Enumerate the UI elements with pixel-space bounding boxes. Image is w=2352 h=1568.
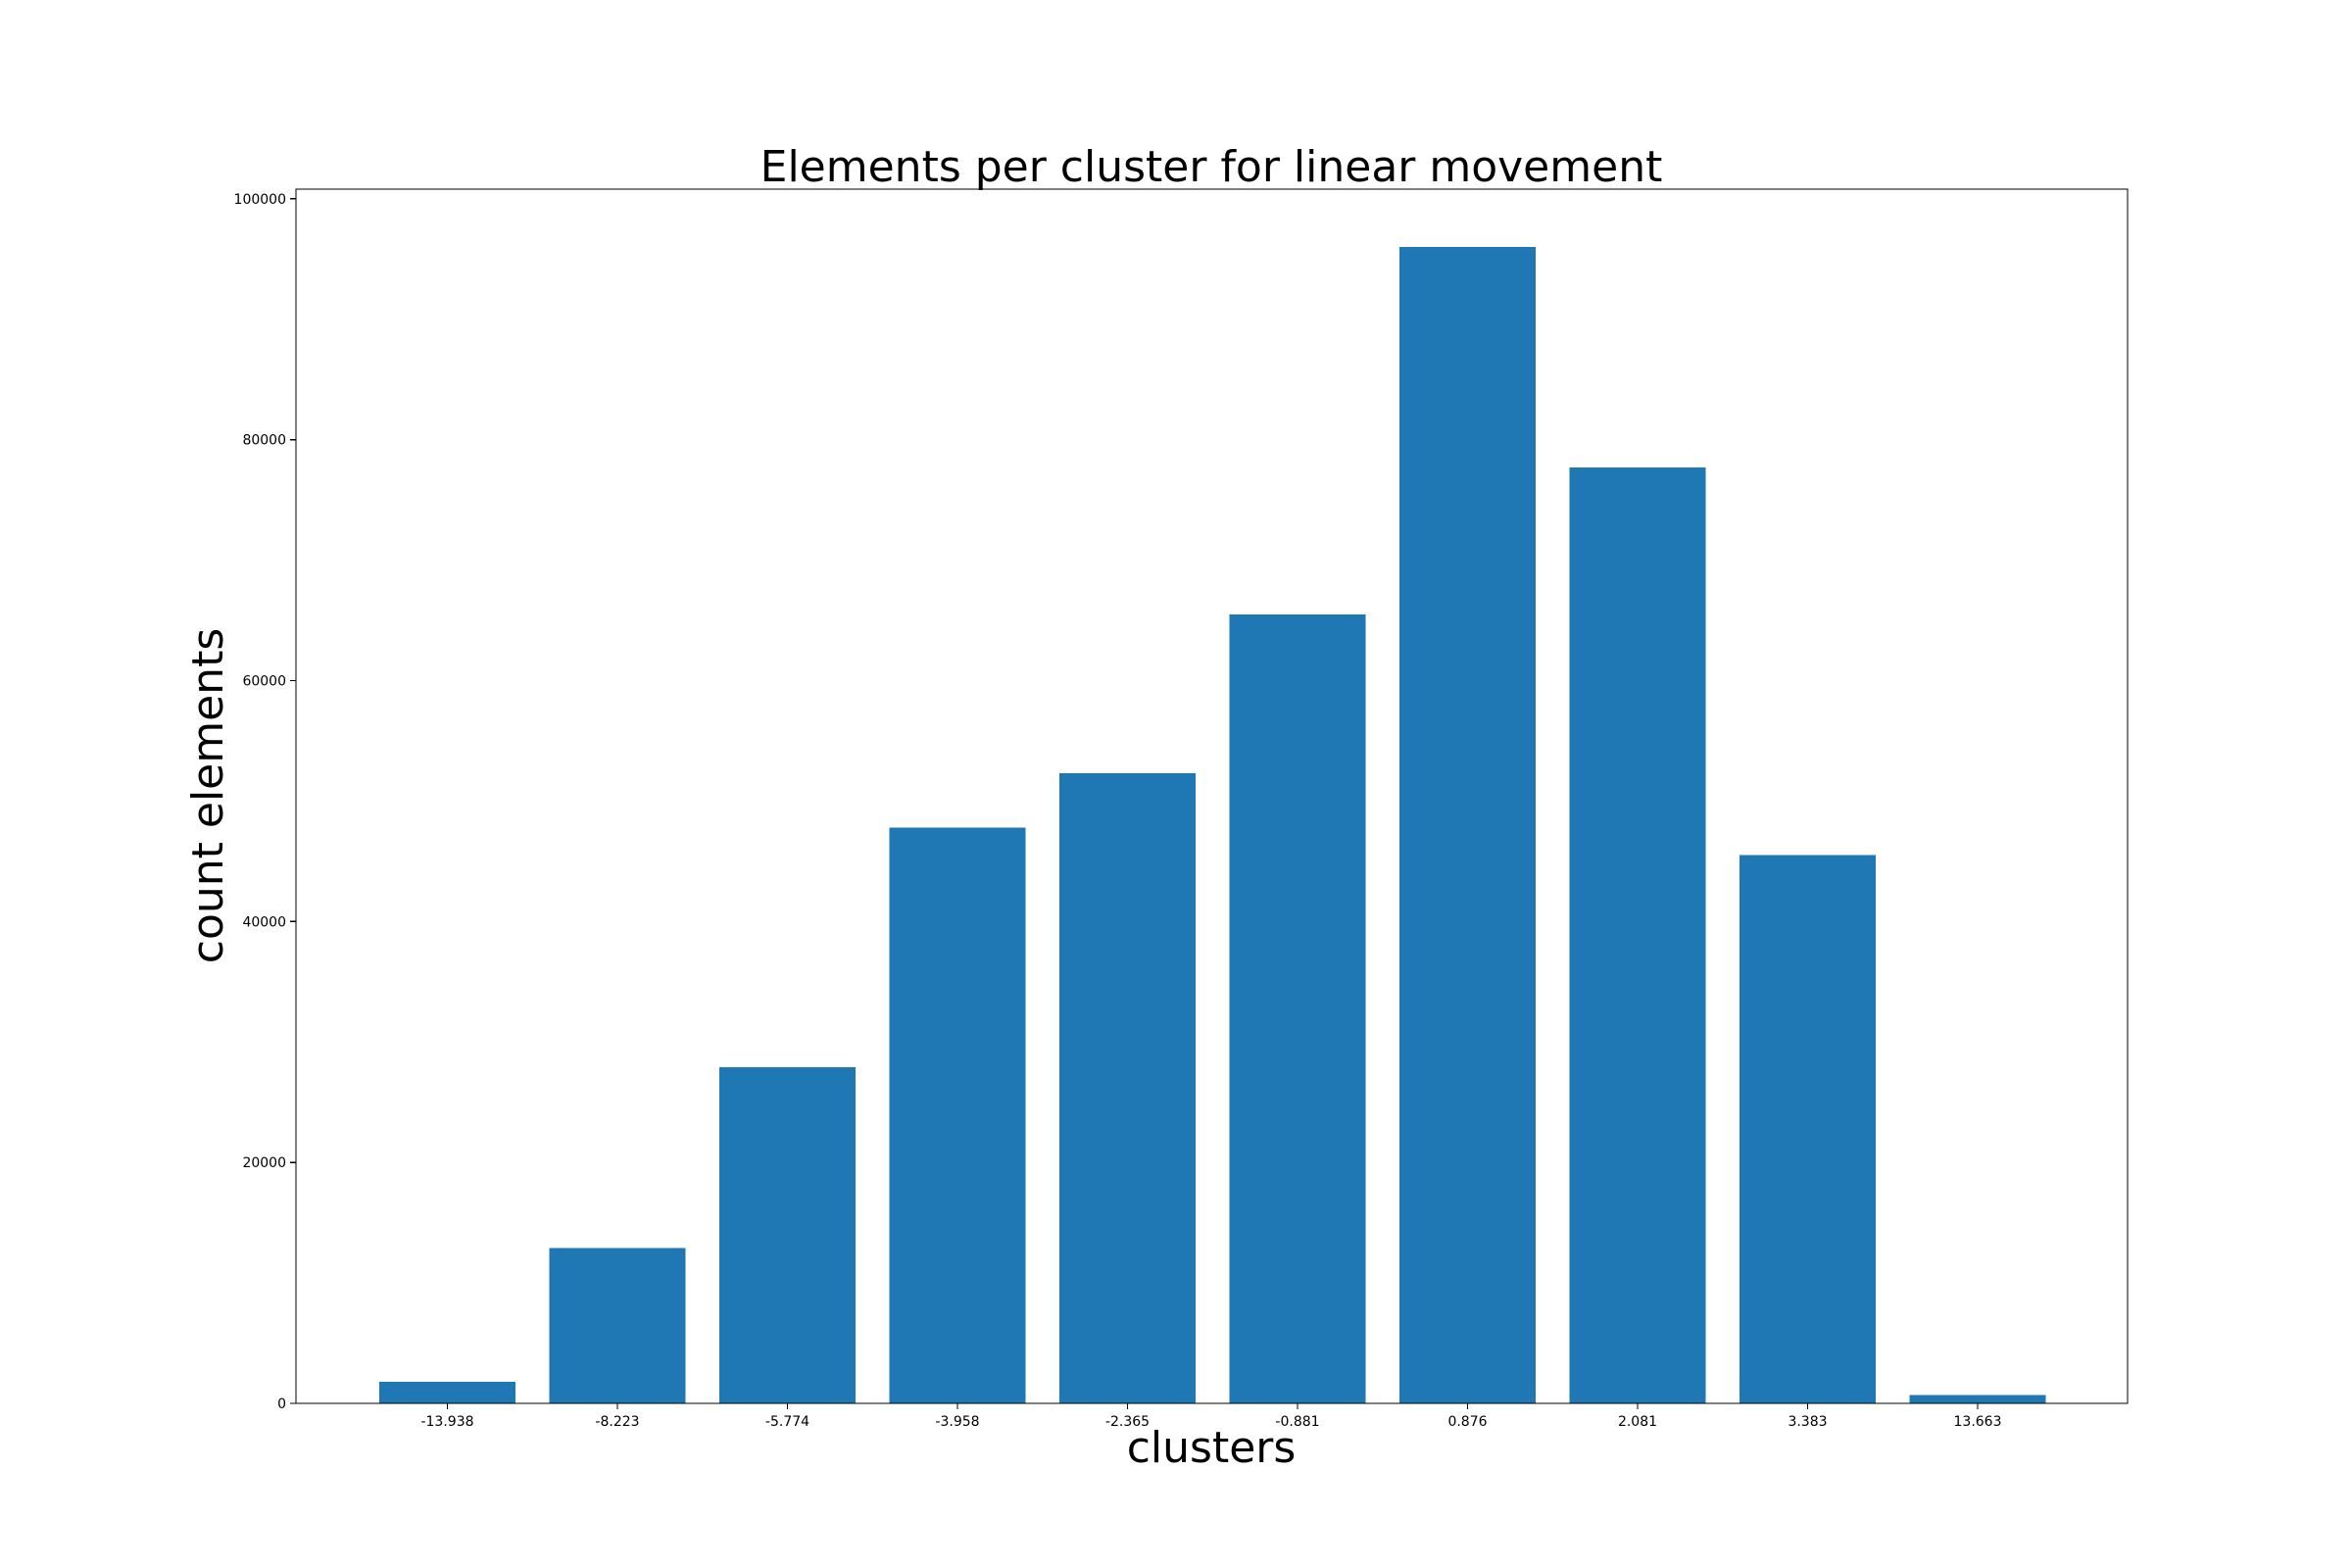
bar--2.365 — [1059, 773, 1196, 1403]
y-tick-label: 100000 — [234, 192, 286, 208]
y-axis-ticks: 0 20000 40000 60000 80000 100000 — [234, 192, 296, 1412]
x-axis-label: clusters — [1127, 1423, 1297, 1473]
bar--0.881 — [1229, 613, 1366, 1403]
x-axis-ticks: -13.938 -8.223 -5.774 -3.958 -2.365 -0.881 0.8… — [420, 1403, 2002, 1430]
y-tick-label: 80000 — [242, 433, 286, 449]
x-tick-label: -8.223 — [595, 1414, 639, 1430]
bar--3.958 — [889, 827, 1026, 1403]
bar--8.223 — [549, 1248, 686, 1403]
x-tick-label: 2.081 — [1618, 1414, 1657, 1430]
chart-title: Elements per cluster for linear movement — [760, 142, 1663, 192]
y-tick-label: 40000 — [242, 914, 286, 930]
x-tick-label: 13.663 — [1954, 1414, 2002, 1430]
y-axis-label: count elements — [183, 628, 233, 963]
bar-2.081 — [1569, 466, 1706, 1403]
x-tick-label: -0.881 — [1275, 1414, 1319, 1430]
x-tick-label: 0.876 — [1447, 1414, 1487, 1430]
y-tick-label: 20000 — [242, 1155, 286, 1171]
x-tick-label: -3.958 — [935, 1414, 979, 1430]
x-tick-label: -5.774 — [765, 1414, 809, 1430]
bar--5.774 — [719, 1067, 856, 1403]
x-tick-label: -13.938 — [420, 1414, 473, 1430]
bar-0.876 — [1399, 247, 1536, 1403]
bar-3.383 — [1740, 855, 1876, 1403]
x-tick-label: 3.383 — [1788, 1414, 1827, 1430]
bar-13.663 — [1909, 1395, 2046, 1403]
x-tick-label: -2.365 — [1105, 1414, 1150, 1430]
y-tick-label: 0 — [277, 1396, 286, 1412]
y-tick-label: 60000 — [242, 674, 286, 690]
bar--13.938 — [379, 1381, 515, 1403]
plot-frame — [295, 188, 2129, 1404]
bars-group — [379, 247, 2046, 1403]
